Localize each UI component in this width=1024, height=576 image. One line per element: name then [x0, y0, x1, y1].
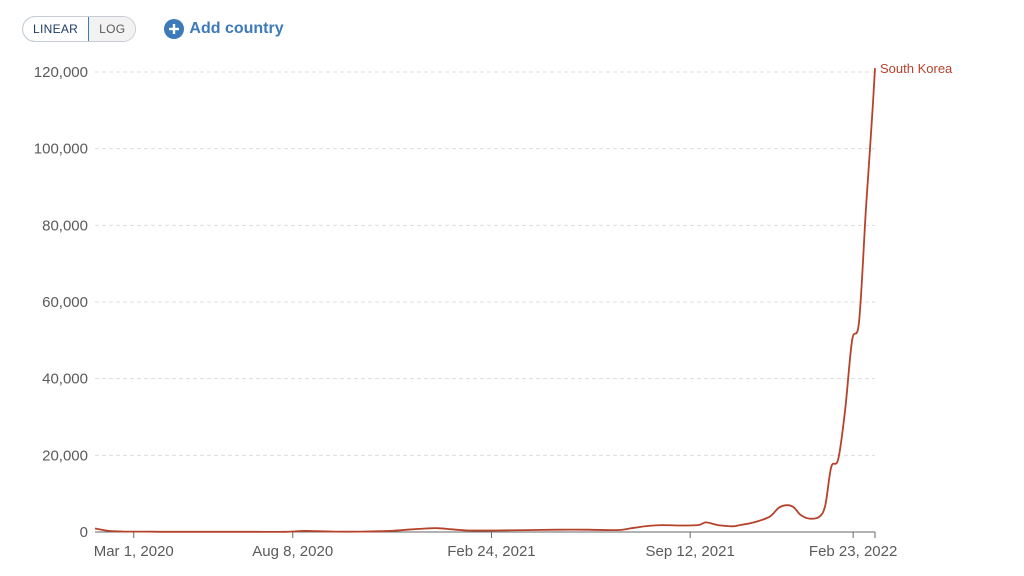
x-tick-label: Feb 24, 2021: [447, 543, 535, 560]
y-tick-label: 60,000: [42, 294, 88, 311]
x-tick-label: Mar 1, 2020: [94, 543, 174, 560]
scale-toggle: LINEAR LOG: [22, 16, 137, 42]
x-tick-label: Sep 12, 2021: [646, 543, 735, 560]
x-tick-label: Aug 8, 2020: [252, 543, 333, 560]
linear-scale-button[interactable]: LINEAR: [23, 17, 90, 41]
chart-toolbar: LINEAR LOG Add country: [22, 15, 284, 43]
add-country-label: Add country: [189, 20, 284, 37]
y-tick-label: 120,000: [34, 64, 88, 81]
plus-circle-icon: [164, 19, 185, 39]
y-tick-label: 40,000: [42, 371, 88, 388]
log-scale-button[interactable]: LOG: [89, 17, 136, 41]
y-tick-label: 20,000: [42, 447, 88, 464]
add-country-button[interactable]: Add country: [164, 19, 284, 39]
y-tick-label: 80,000: [42, 217, 88, 234]
series-line-0: [94, 68, 876, 533]
y-tick-label: 100,000: [34, 141, 88, 158]
y-tick-label: 0: [80, 524, 88, 541]
series-label: South Korea: [880, 61, 953, 76]
x-tick-label: Feb 23, 2022: [809, 543, 897, 560]
